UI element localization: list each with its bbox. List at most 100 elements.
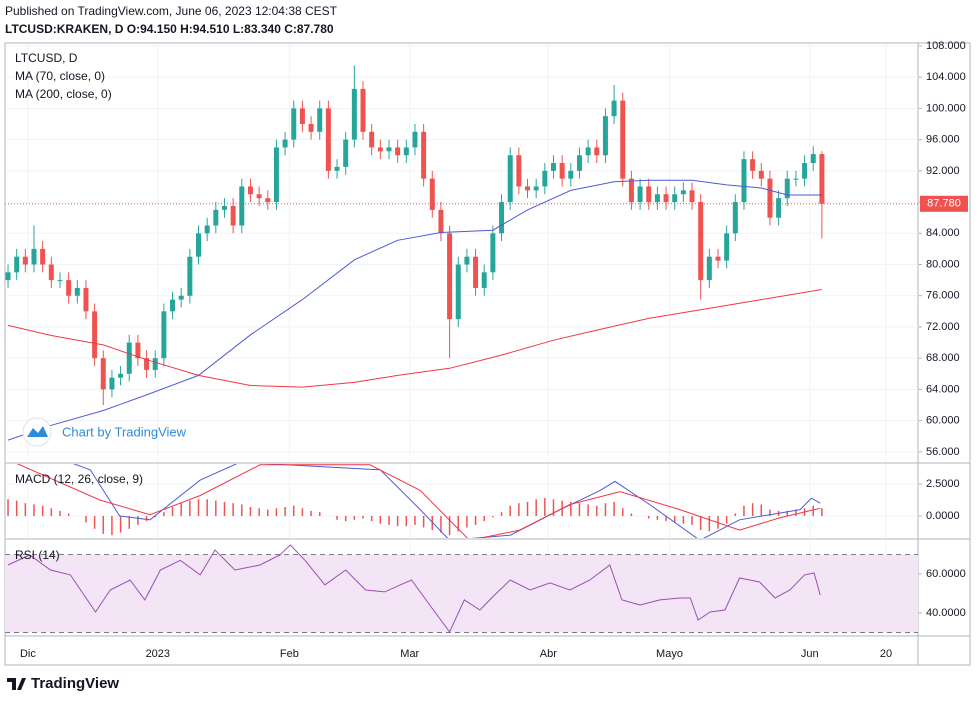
y-tick-label: 80.000 xyxy=(926,258,960,270)
candle-body xyxy=(533,186,539,191)
candle-body xyxy=(741,159,747,203)
candle-body xyxy=(221,205,227,210)
candle-body xyxy=(369,131,375,148)
candle-body xyxy=(412,131,418,148)
candle-body xyxy=(196,233,202,257)
candle-body xyxy=(663,194,669,203)
y-tick-label: 92.000 xyxy=(926,165,960,177)
x-tick-label: Jun xyxy=(801,648,819,660)
watermark-text: Chart by TradingView xyxy=(62,424,187,439)
pane xyxy=(5,45,918,453)
y-tick-label: 84.000 xyxy=(926,227,960,239)
candle-body xyxy=(57,280,63,282)
chart-frame xyxy=(4,42,971,666)
candle-body xyxy=(299,108,305,125)
x-tick-label: Abr xyxy=(540,648,557,660)
candle-body xyxy=(386,147,392,152)
candle-body xyxy=(308,124,314,132)
candle-body xyxy=(542,170,548,187)
candle-body xyxy=(247,186,253,195)
candle-body xyxy=(706,256,712,281)
candle-body xyxy=(784,178,790,199)
candle-body xyxy=(230,205,236,226)
candle-body xyxy=(22,256,28,265)
candle-body xyxy=(776,198,782,218)
published-line: Published on TradingView.com, June 06, 2… xyxy=(5,4,338,18)
watermark: Chart by TradingView xyxy=(22,417,187,447)
y-tick-label: 96.000 xyxy=(926,134,960,146)
candle-body xyxy=(576,155,582,171)
legend-entry: MA (200, close, 0) xyxy=(15,87,112,101)
y-tick-label: 108.000 xyxy=(926,40,966,52)
ma-line xyxy=(7,179,822,441)
candle-body xyxy=(204,225,210,234)
candle-body xyxy=(5,272,11,281)
candle-body xyxy=(758,170,764,179)
brand: TradingView xyxy=(7,675,119,692)
candle-body xyxy=(680,190,686,195)
candle-body xyxy=(732,202,738,234)
quote-line: LTCUSD:KRAKEN, D O:94.150 H:94.510 L:83.… xyxy=(5,22,334,36)
candle-body xyxy=(317,108,323,132)
candle-body xyxy=(793,178,799,180)
x-tick-label: Dic xyxy=(20,648,36,660)
y-tick-label: 72.000 xyxy=(926,321,960,333)
candle-body xyxy=(48,264,54,281)
candle-body xyxy=(594,147,600,156)
candle-body xyxy=(291,108,297,140)
candle-body xyxy=(14,256,20,273)
candle-body xyxy=(637,186,643,203)
y-tick-label: 60.0000 xyxy=(926,568,966,580)
y-tick-label: 104.000 xyxy=(926,71,966,83)
legend-entry: MA (70, close, 0) xyxy=(15,69,105,83)
y-tick-label: 56.000 xyxy=(926,446,960,458)
candle-body xyxy=(447,233,453,320)
candle-body xyxy=(507,155,513,203)
candle-body xyxy=(334,166,340,171)
candle-body xyxy=(74,287,80,296)
candle-body xyxy=(767,178,773,218)
candle-body xyxy=(689,190,695,203)
candle-body xyxy=(256,194,262,199)
candle-body xyxy=(715,256,721,261)
candle-body xyxy=(654,194,660,203)
candle-body xyxy=(602,116,608,156)
y-tick-label: 40.0000 xyxy=(926,607,966,619)
candle-body xyxy=(144,358,150,370)
candle-body xyxy=(126,342,132,374)
candle-body xyxy=(550,163,556,171)
indicator-line xyxy=(16,464,821,538)
candle-body xyxy=(698,202,704,281)
candle-body xyxy=(455,264,461,320)
candle-body xyxy=(672,194,678,203)
candle-body xyxy=(325,108,331,171)
candle-body xyxy=(273,147,279,203)
x-tick-label: 20 xyxy=(880,648,892,660)
candle-body xyxy=(118,373,124,378)
candle-body xyxy=(421,131,427,179)
candle-body xyxy=(802,163,808,179)
y-tick-label: 2.5000 xyxy=(926,478,960,490)
candle-body xyxy=(135,342,141,359)
candle-body xyxy=(429,178,435,210)
candle-body xyxy=(351,88,357,140)
candle-body xyxy=(109,377,115,390)
candle-body xyxy=(282,139,288,148)
candle-body xyxy=(819,154,825,204)
y-tick-label: 68.000 xyxy=(926,352,960,364)
candle-body xyxy=(161,311,167,359)
x-tick-label: Feb xyxy=(280,648,299,660)
x-tick-label: Mayo xyxy=(656,648,683,660)
pane-title: LTCUSD, D xyxy=(15,51,78,65)
candle-body xyxy=(568,170,574,179)
band-fill xyxy=(5,554,918,633)
y-tick-label: 60.000 xyxy=(926,415,960,427)
candle-body xyxy=(481,272,487,288)
candle-body xyxy=(66,280,72,296)
candle-body xyxy=(611,100,617,117)
candle-body xyxy=(170,299,176,312)
candle-body xyxy=(516,155,522,187)
candle-body xyxy=(265,198,271,203)
brand-text: TradingView xyxy=(31,675,119,692)
